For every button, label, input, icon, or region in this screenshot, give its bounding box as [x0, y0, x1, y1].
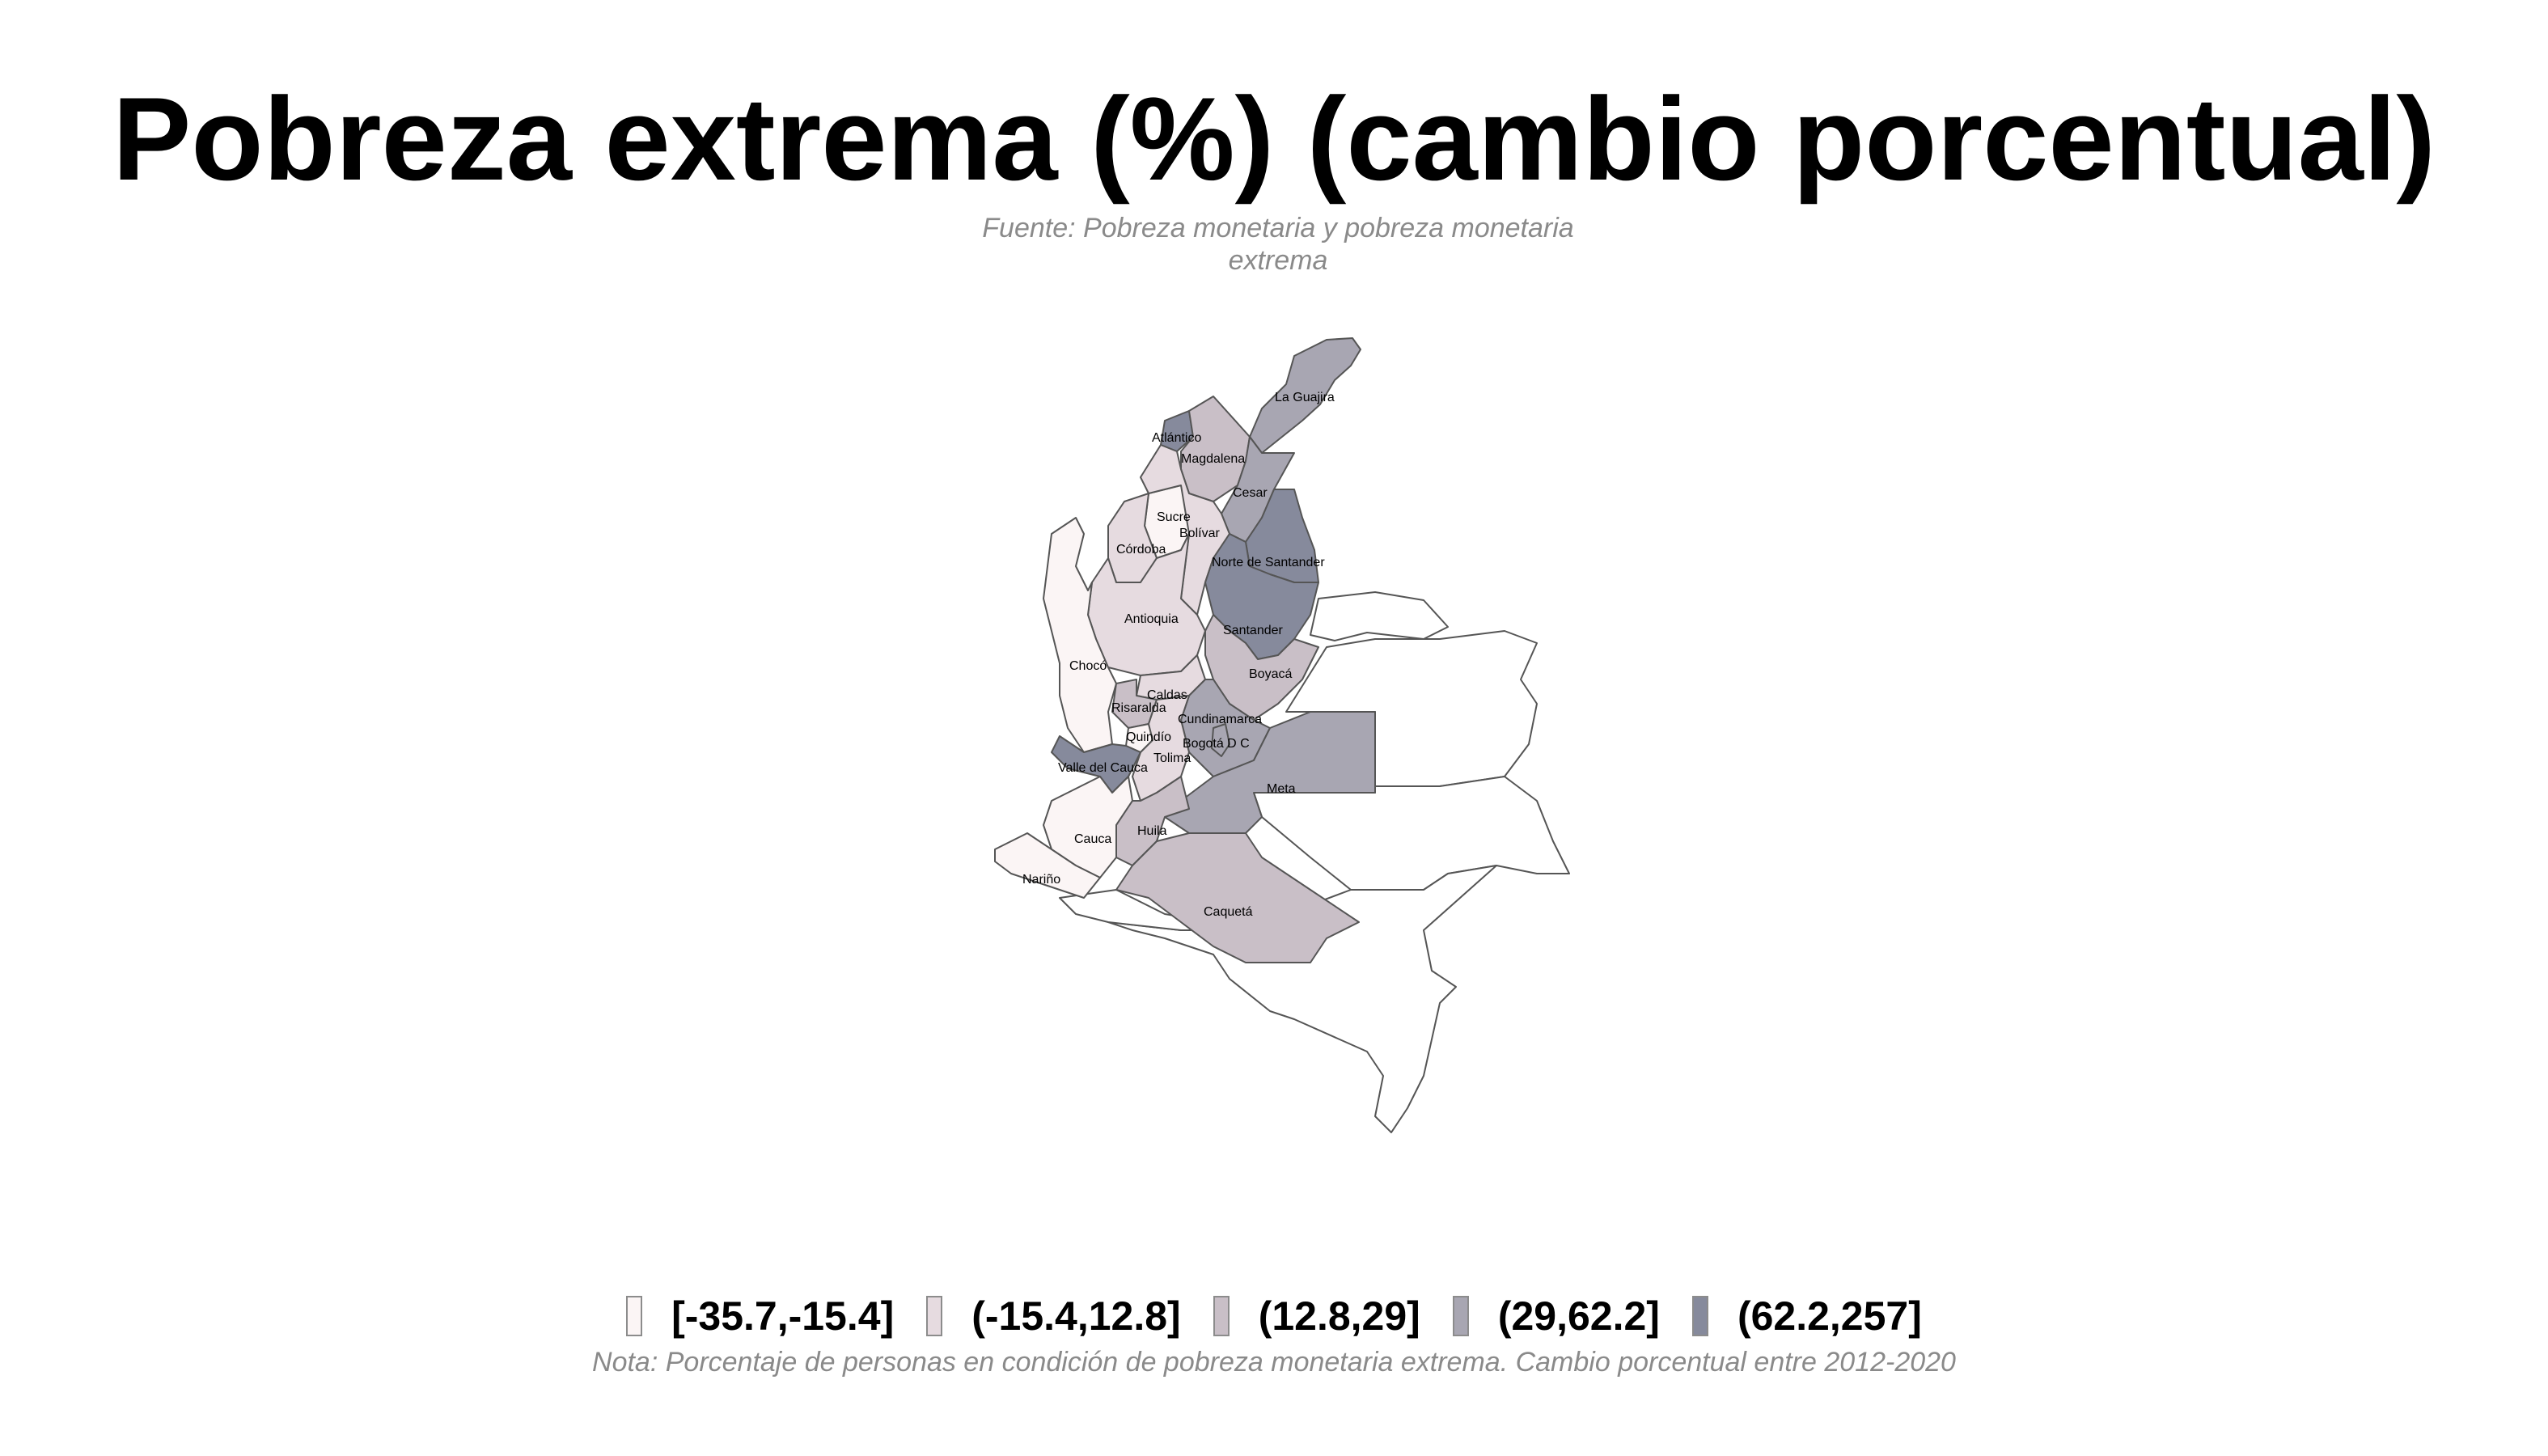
legend-swatch — [926, 1296, 943, 1336]
note-caption: Nota: Porcentaje de personas en condició… — [592, 1347, 1956, 1378]
label-valle-del-cauca: Valle del Cauca — [1058, 761, 1148, 775]
legend-item: (-15.4,12.8] — [926, 1293, 1181, 1340]
region-la-guajira — [1249, 337, 1361, 454]
legend-item: (29,62.2] — [1452, 1293, 1660, 1340]
label-quindio: Quindío — [1126, 730, 1171, 744]
label-caqueta: Caquetá — [1204, 905, 1253, 919]
label-cesar: Cesar — [1233, 486, 1268, 500]
legend-label: (62.2,257] — [1737, 1293, 1922, 1339]
label-huila: Huila — [1137, 824, 1167, 838]
label-norte-de-santander: Norte de Santander — [1212, 556, 1325, 569]
label-choco: Chocó — [1069, 659, 1107, 673]
legend-item: (62.2,257] — [1691, 1293, 1922, 1340]
map-title: Pobreza extrema (%) (cambio porcentual) — [112, 73, 2436, 205]
label-cordoba: Córdoba — [1116, 543, 1166, 557]
label-cundinamarca: Cundinamarca — [1178, 713, 1262, 726]
source-caption: Fuente: Pobreza monetaria y pobreza mone… — [982, 213, 1574, 276]
legend-item: [-35.7,-15.4] — [626, 1293, 894, 1340]
legend-label: (29,62.2] — [1497, 1293, 1660, 1339]
label-risaralda: Risaralda — [1111, 701, 1166, 715]
legend-swatch — [1452, 1296, 1469, 1336]
legend-label: (12.8,29] — [1258, 1293, 1420, 1339]
label-atlantico: Atlántico — [1152, 431, 1201, 445]
label-bogota: Bogotá D C — [1183, 737, 1250, 751]
label-antioquia: Antioquia — [1124, 612, 1179, 626]
label-tolima: Tolima — [1153, 751, 1191, 765]
legend-swatch — [1691, 1296, 1708, 1336]
legend-swatch — [1213, 1296, 1230, 1336]
label-la-guajira: La Guajira — [1275, 391, 1335, 404]
legend-item: (12.8,29] — [1213, 1293, 1420, 1340]
label-boyaca: Boyacá — [1249, 667, 1292, 681]
legend: [-35.7,-15.4] (-15.4,12.8] (12.8,29] (29… — [0, 1286, 2548, 1346]
label-magdalena: Magdalena — [1181, 452, 1245, 466]
label-sucre: Sucre — [1157, 510, 1191, 524]
region-choco — [1043, 517, 1117, 753]
label-santander: Santander — [1223, 624, 1284, 637]
legend-swatch — [626, 1296, 643, 1336]
region-meta — [1164, 711, 1376, 834]
region-no-data-arauca-casanare — [1310, 591, 1449, 641]
region-narino — [994, 832, 1101, 899]
region-huila — [1115, 776, 1190, 866]
legend-label: [-35.7,-15.4] — [671, 1293, 895, 1339]
legend-label: (-15.4,12.8] — [971, 1293, 1181, 1339]
label-meta: Meta — [1267, 782, 1296, 796]
label-bolivar: Bolívar — [1179, 527, 1220, 540]
region-caqueta — [1115, 832, 1360, 963]
label-caldas: Caldas — [1147, 688, 1187, 702]
label-cauca: Cauca — [1074, 832, 1111, 846]
region-bogota — [1211, 723, 1230, 757]
region-atlantico — [1160, 410, 1194, 452]
label-narino: Nariño — [1022, 873, 1060, 887]
